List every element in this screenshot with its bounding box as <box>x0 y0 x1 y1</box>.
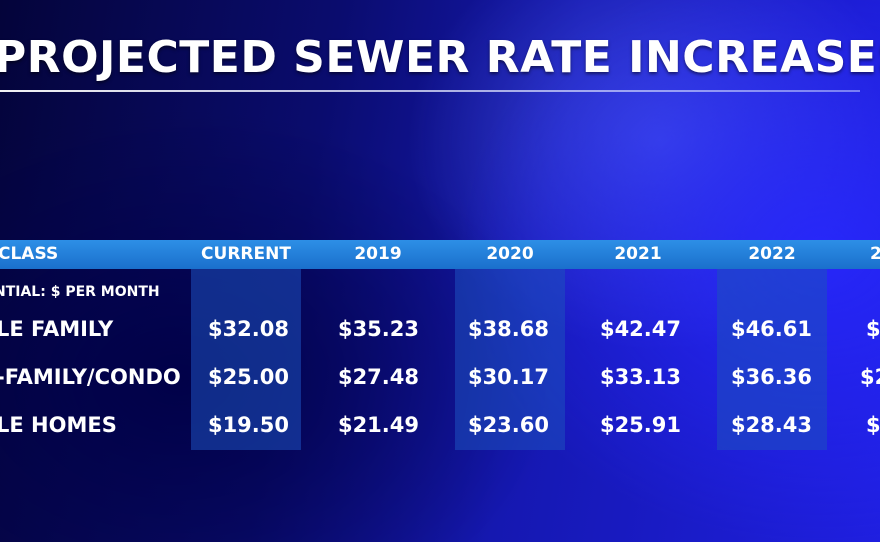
section-label: NTIAL: $ PER MONTH <box>0 284 160 300</box>
table-row: -FAMILY/CONDO $25.00 $27.48 $30.17 $33.1… <box>0 360 880 394</box>
cell-2021: $33.13 <box>599 365 681 389</box>
cell-2022: $28.43 <box>730 413 812 437</box>
cell-2021: $25.91 <box>599 413 681 437</box>
cell-2022: $46.61 <box>730 317 812 341</box>
cell-2023-partial: $ <box>866 317 880 341</box>
cell-2020: $30.17 <box>467 365 549 389</box>
header-2023-partial: 2 <box>870 244 880 264</box>
header-class: CLASS <box>0 244 59 264</box>
cell-2020: $38.68 <box>467 317 549 341</box>
header-2022: 2022 <box>748 244 796 264</box>
row-class: LE HOMES <box>0 413 117 437</box>
page-title: PROJECTED SEWER RATE INCREASES <box>0 32 880 83</box>
cell-current: $19.50 <box>207 413 289 437</box>
cell-current: $25.00 <box>207 365 289 389</box>
cell-2020: $23.60 <box>467 413 549 437</box>
cell-2023-partial: $2 <box>860 365 880 389</box>
title-underline <box>0 90 860 92</box>
header-current: CURRENT <box>201 244 291 264</box>
cell-current: $32.08 <box>207 317 289 341</box>
cell-2019: $27.48 <box>337 365 419 389</box>
table-header: CLASS CURRENT 2019 2020 2021 2022 2 <box>0 240 880 269</box>
row-class: -FAMILY/CONDO <box>0 365 181 389</box>
table-row: LE HOMES $19.50 $21.49 $23.60 $25.91 $28… <box>0 408 880 442</box>
cell-2023-partial: $ <box>866 413 880 437</box>
cell-2022: $36.36 <box>730 365 812 389</box>
header-2021: 2021 <box>614 244 662 264</box>
2022-column-highlight <box>717 268 827 450</box>
header-2020: 2020 <box>486 244 534 264</box>
header-2019: 2019 <box>354 244 402 264</box>
2020-column-highlight <box>455 268 565 450</box>
current-column-highlight <box>191 268 301 450</box>
table-row: LE FAMILY $32.08 $35.23 $38.68 $42.47 $4… <box>0 312 880 346</box>
cell-2019: $21.49 <box>337 413 419 437</box>
row-class: LE FAMILY <box>0 317 114 341</box>
cell-2021: $42.47 <box>599 317 681 341</box>
cell-2019: $35.23 <box>337 317 419 341</box>
